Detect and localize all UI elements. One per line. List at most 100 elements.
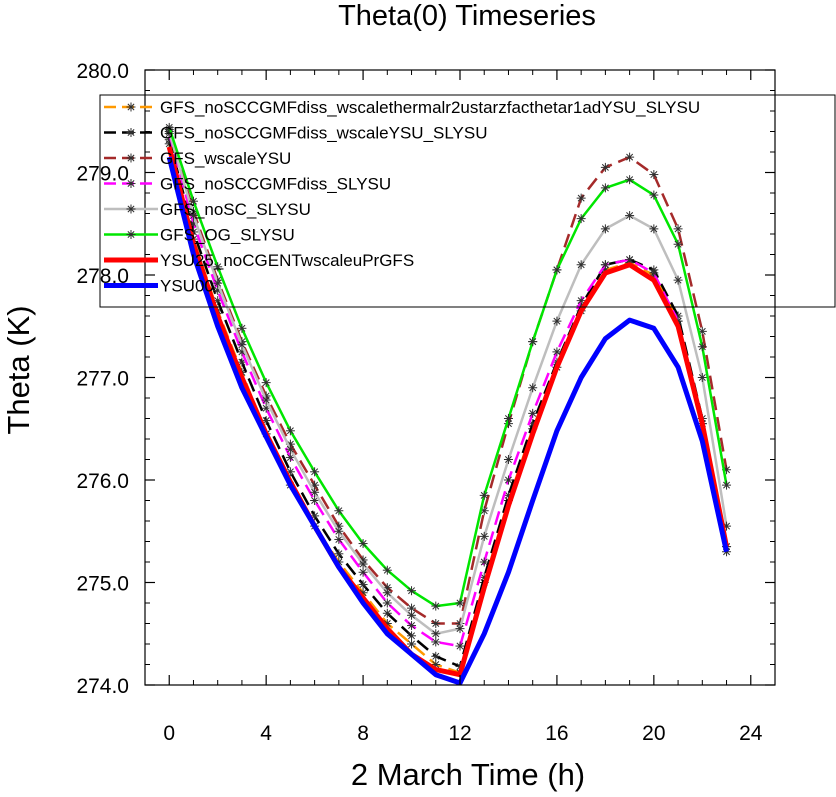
data-point-marker — [528, 383, 538, 393]
data-point-marker — [649, 268, 659, 278]
data-point-marker — [722, 480, 732, 490]
data-point-marker — [407, 586, 417, 596]
legend-label: YSU25_noCGENTwscaleuPrGFS — [160, 251, 414, 270]
data-point-marker — [673, 275, 683, 285]
data-point-marker — [455, 641, 465, 651]
x-tick-label: 12 — [448, 722, 471, 745]
data-point-marker — [649, 224, 659, 234]
x-tick-label: 20 — [642, 722, 665, 745]
data-point-marker — [237, 357, 247, 367]
data-point-marker — [382, 608, 392, 618]
data-point-marker — [358, 580, 368, 590]
data-point-marker — [382, 565, 392, 575]
data-point-marker — [334, 526, 344, 536]
data-point-marker — [625, 152, 635, 162]
x-tick-label: 4 — [260, 722, 272, 745]
legend-label: GFS_noSCCGMFdiss_wscalethermalr2ustarzfa… — [160, 98, 700, 117]
data-point-marker — [503, 455, 513, 464]
data-point-marker — [310, 467, 320, 477]
data-point-marker — [479, 490, 489, 500]
data-point-marker — [237, 340, 247, 350]
data-point-marker — [503, 475, 513, 485]
data-point-marker — [431, 637, 441, 647]
data-point-marker — [673, 224, 683, 234]
data-point-marker — [576, 296, 586, 306]
legend-label: GFS_noSC_SLYSU — [160, 200, 311, 219]
legend-label: GFS_wscaleYSU — [160, 149, 291, 168]
y-tick-label: 279.0 — [76, 163, 129, 186]
data-point-marker — [600, 260, 610, 270]
data-point-marker — [552, 347, 562, 357]
data-point-marker — [576, 193, 586, 203]
data-point-marker — [188, 196, 198, 206]
data-point-marker — [673, 239, 683, 249]
legend-label: GFS_noSCCGMFdiss_SLYSU — [160, 175, 391, 194]
legend-marker — [126, 102, 136, 112]
data-point-marker — [310, 487, 320, 497]
data-point-marker — [625, 211, 635, 221]
series-line — [167, 139, 728, 668]
data-point-marker — [358, 539, 368, 549]
data-point-marker — [407, 639, 417, 649]
data-point-marker — [382, 588, 392, 598]
data-point-marker — [213, 262, 223, 272]
data-point-marker — [358, 567, 368, 577]
data-point-marker — [576, 214, 586, 224]
data-point-marker — [334, 506, 344, 516]
y-tick-label: 280.0 — [76, 60, 129, 83]
series-line — [167, 131, 728, 636]
data-point-marker — [455, 598, 465, 608]
x-tick-label: 16 — [545, 722, 568, 745]
legend-label: GFS_noSCCGMFdiss_wscaleYSU_SLYSU — [160, 124, 488, 143]
data-point-marker — [261, 378, 271, 388]
data-point-marker — [479, 557, 489, 567]
legend-marker — [126, 204, 136, 214]
legend-marker — [126, 128, 136, 137]
data-point-marker — [697, 342, 707, 352]
data-point-marker — [285, 444, 295, 454]
data-point-marker — [285, 452, 295, 462]
data-point-marker — [600, 162, 610, 172]
data-point-marker — [600, 224, 610, 234]
data-point-marker — [625, 175, 635, 185]
legend-marker — [126, 179, 136, 188]
legend-label: YSU00 — [160, 277, 214, 296]
data-point-marker — [503, 414, 513, 423]
data-point-marker — [310, 496, 320, 505]
y-tick-label: 277.0 — [76, 368, 129, 391]
y-tick-label: 274.0 — [76, 675, 129, 698]
x-axis-ticks: 0 4 8 12 16 20 24 — [163, 70, 763, 745]
data-point-marker — [407, 621, 417, 631]
data-point-marker — [407, 610, 417, 620]
data-point-marker — [237, 323, 247, 333]
data-point-marker — [358, 559, 368, 569]
data-point-marker — [431, 629, 441, 639]
data-point-marker — [188, 211, 198, 221]
data-point-marker — [285, 426, 295, 436]
data-point-marker — [600, 183, 610, 193]
series-layer — [164, 122, 732, 686]
data-point-marker — [649, 190, 659, 200]
y-tick-label: 276.0 — [76, 470, 129, 493]
legend-marker — [126, 153, 136, 163]
data-point-marker — [213, 278, 223, 288]
data-point-marker — [382, 598, 392, 608]
series-line — [167, 133, 728, 648]
data-point-marker — [261, 395, 271, 405]
data-point-marker — [407, 631, 417, 641]
x-tick-label: 8 — [357, 722, 369, 745]
data-point-marker — [697, 373, 707, 382]
data-point-marker — [334, 534, 344, 544]
data-point-marker — [552, 265, 562, 275]
x-axis-label: 2 March Time (h) — [351, 757, 585, 792]
y-tick-label: 278.0 — [76, 265, 129, 288]
data-point-marker — [455, 624, 465, 634]
series-line — [168, 129, 728, 625]
data-point-marker — [479, 531, 489, 541]
series-line — [166, 156, 729, 686]
y-axis-label: Theta (K) — [1, 305, 36, 434]
data-point-marker — [552, 316, 562, 326]
series-line — [168, 127, 728, 608]
x-tick-label: 24 — [739, 722, 763, 745]
